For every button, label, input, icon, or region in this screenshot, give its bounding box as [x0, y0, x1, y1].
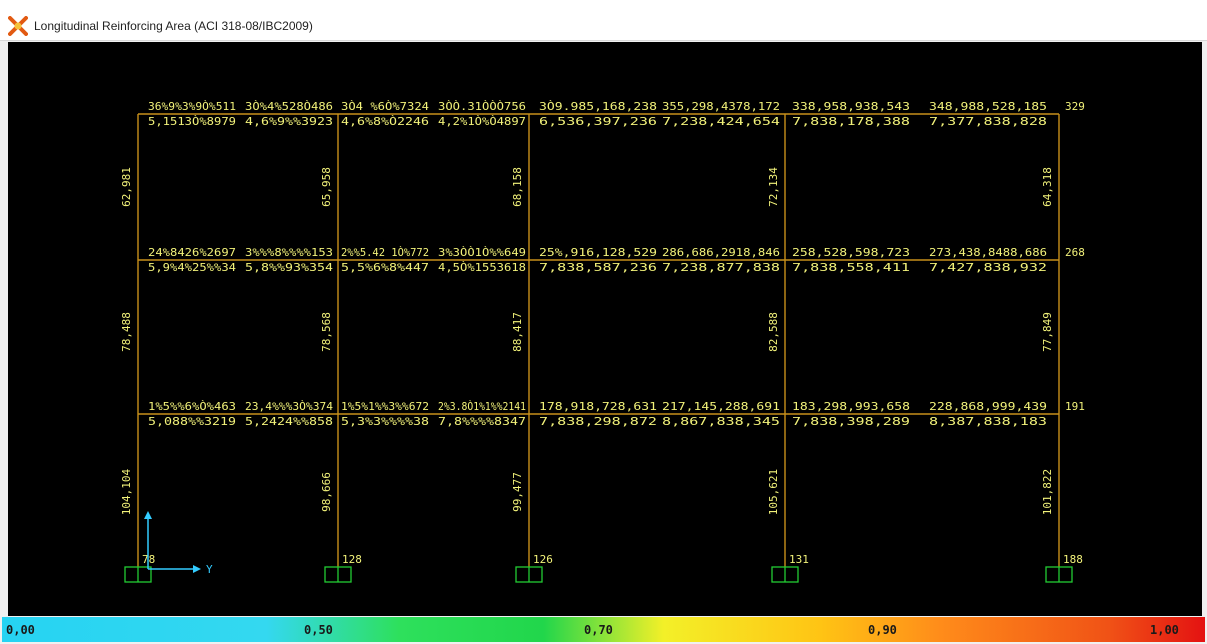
beam-label-top: 2%3.8Ò1%1%%2141 — [438, 400, 526, 413]
column-label: 104,104 — [120, 468, 133, 515]
scale-label: 1,00 — [1150, 623, 1179, 637]
beam-label-bottom: 5,9%4%25%%34 — [148, 261, 236, 274]
beam-label-bottom: 7,8%%%%8347 — [438, 415, 526, 428]
beam-label-bottom: 7,838,398,289 — [792, 415, 910, 428]
title-bar: Longitudinal Reinforcing Area (ACI 318-0… — [0, 0, 1207, 41]
beam-label-top: 24%8426%2697 — [148, 246, 236, 259]
etabs-app-icon — [8, 16, 28, 36]
beam-label-bottom: 5,8%%93%354 — [245, 261, 333, 274]
color-scale-bar: 0,00 0,50 0,70 0,90 1,00 — [2, 617, 1205, 642]
beam-label-bottom: 7,838,558,411 — [792, 261, 910, 274]
base-label: 126 — [533, 553, 553, 566]
beam-label-bottom: 5,5%6%8%447 — [341, 261, 429, 274]
beam-label-bottom: 5,2424%%858 — [245, 415, 333, 428]
beam-label-top: 1%5%%6%Ò%463 — [148, 400, 236, 413]
beam-label-bottom: 8,867,838,345 — [662, 415, 780, 428]
beam-label-top: 2%%5.42 1Ò%772 — [341, 246, 429, 259]
beam-label-top: 228,868,999,439 — [929, 400, 1047, 413]
y-axis-arrow-icon — [193, 565, 201, 573]
vertical-axis-arrow-icon — [144, 511, 152, 519]
y-axis-label: Y — [206, 563, 213, 576]
column-label: 82,588 — [767, 312, 780, 352]
column-label: 62,981 — [120, 167, 133, 207]
beam-label-bottom: 7,838,298,872 — [539, 415, 657, 428]
column-label: 65,958 — [320, 167, 333, 207]
model-view[interactable]: 36%9%3%9Ò%511 5,1513Ò%8979 3Ò%4%528Ò486 4,6… — [8, 42, 1202, 616]
beam-label-bottom: 4,6%9%%3923 — [245, 115, 333, 128]
scale-label: 0,90 — [868, 623, 897, 637]
beam-label-top: 3%%%8%%%%153 — [245, 246, 333, 259]
column-label: 99,477 — [511, 472, 524, 512]
beam-label-bottom: 7,838,587,236 — [539, 261, 657, 274]
column-label: 78,488 — [120, 312, 133, 352]
beam-end-label: 268 — [1065, 246, 1085, 259]
column-label: 68,158 — [511, 167, 524, 207]
beam-label-top: 258,528,598,723 — [792, 246, 910, 259]
column-label: 101,822 — [1041, 469, 1054, 515]
column-label: 64,318 — [1041, 167, 1054, 207]
beam-label-top: 36%9%3%9Ò%511 — [148, 100, 236, 113]
beam-label-top: 273,438,8488,686 — [929, 246, 1047, 259]
column-label: 78,568 — [320, 312, 333, 352]
beam-label-top: 355,298,4378,172 — [662, 100, 780, 113]
beam-label-top: 348,988,528,185 — [929, 100, 1047, 113]
beam-label-top: 286,686,2918,846 — [662, 246, 780, 259]
beam-label-bottom: 5,3%3%%%%38 — [341, 415, 429, 428]
scale-gradient — [2, 617, 1205, 642]
scale-label: 0,70 — [584, 623, 613, 637]
base-label: 188 — [1063, 553, 1083, 566]
color-scale: 0,00 0,50 0,70 0,90 1,00 — [2, 617, 1205, 642]
beam-label-top: 23,4%%%3Ò%374 — [245, 400, 333, 413]
beam-label-bottom: 5,088%%3219 — [148, 415, 236, 428]
beam-label-top: 3%3ÒÒ1Ò%%649 — [438, 246, 526, 259]
column-label: 105,621 — [767, 469, 780, 515]
beam-label-bottom: 4,5Ò%1553618 — [438, 261, 526, 274]
beam-label-bottom: 7,838,178,388 — [792, 115, 910, 128]
beam-label-top: 3Ò4 %6Ò%7324 — [341, 100, 429, 113]
column-label: 88,417 — [511, 312, 524, 352]
beam-end-label: 329 — [1065, 100, 1085, 113]
window-title: Longitudinal Reinforcing Area (ACI 318-0… — [34, 19, 313, 33]
beam-label-top: 3ÒÒ.31ÒÒÒ756 — [438, 100, 526, 113]
beam-label-top: 1%5%1%%3%%672 — [341, 400, 429, 413]
frame-elevation[interactable]: 36%9%3%9Ò%511 5,1513Ò%8979 3Ò%4%528Ò486 4,6… — [8, 42, 1202, 616]
beam-label-bottom: 7,238,877,838 — [662, 261, 780, 274]
scale-label: 0,50 — [304, 623, 333, 637]
beam-label-top: 3Ò%4%528Ò486 — [245, 100, 333, 113]
beam-label-bottom: 7,427,838,932 — [929, 261, 1047, 274]
beam-label-top: 178,918,728,631 — [539, 400, 657, 413]
beam-label-top: 25%,916,128,529 — [539, 246, 657, 259]
base-label: 131 — [789, 553, 809, 566]
beam-label-bottom: 4,2%1Ò%Ò4897 — [438, 115, 526, 128]
beam-label-bottom: 8,387,838,183 — [929, 415, 1047, 428]
scale-label: 0,00 — [6, 623, 35, 637]
beam-label-top: 338,958,938,543 — [792, 100, 910, 113]
beam-label-bottom: 7,238,424,654 — [662, 115, 781, 128]
beam-label-bottom: 6,536,397,236 — [539, 115, 657, 128]
column-label: 98,666 — [320, 472, 333, 512]
column-label: 77,849 — [1041, 312, 1054, 352]
beam-label-bottom: 7,377,838,828 — [929, 115, 1047, 128]
beam-label-top: 183,298,993,658 — [792, 400, 910, 413]
beam-end-label: 191 — [1065, 400, 1085, 413]
beam-label-top: 217,145,288,691 — [662, 400, 780, 413]
beam-label-bottom: 5,1513Ò%8979 — [148, 115, 236, 128]
base-label: 128 — [342, 553, 362, 566]
column-label: 72,134 — [767, 167, 780, 207]
beam-label-top: 3Ò9.985,168,238 — [539, 100, 657, 113]
beam-label-bottom: 4,6%8%Ò2246 — [341, 115, 429, 128]
